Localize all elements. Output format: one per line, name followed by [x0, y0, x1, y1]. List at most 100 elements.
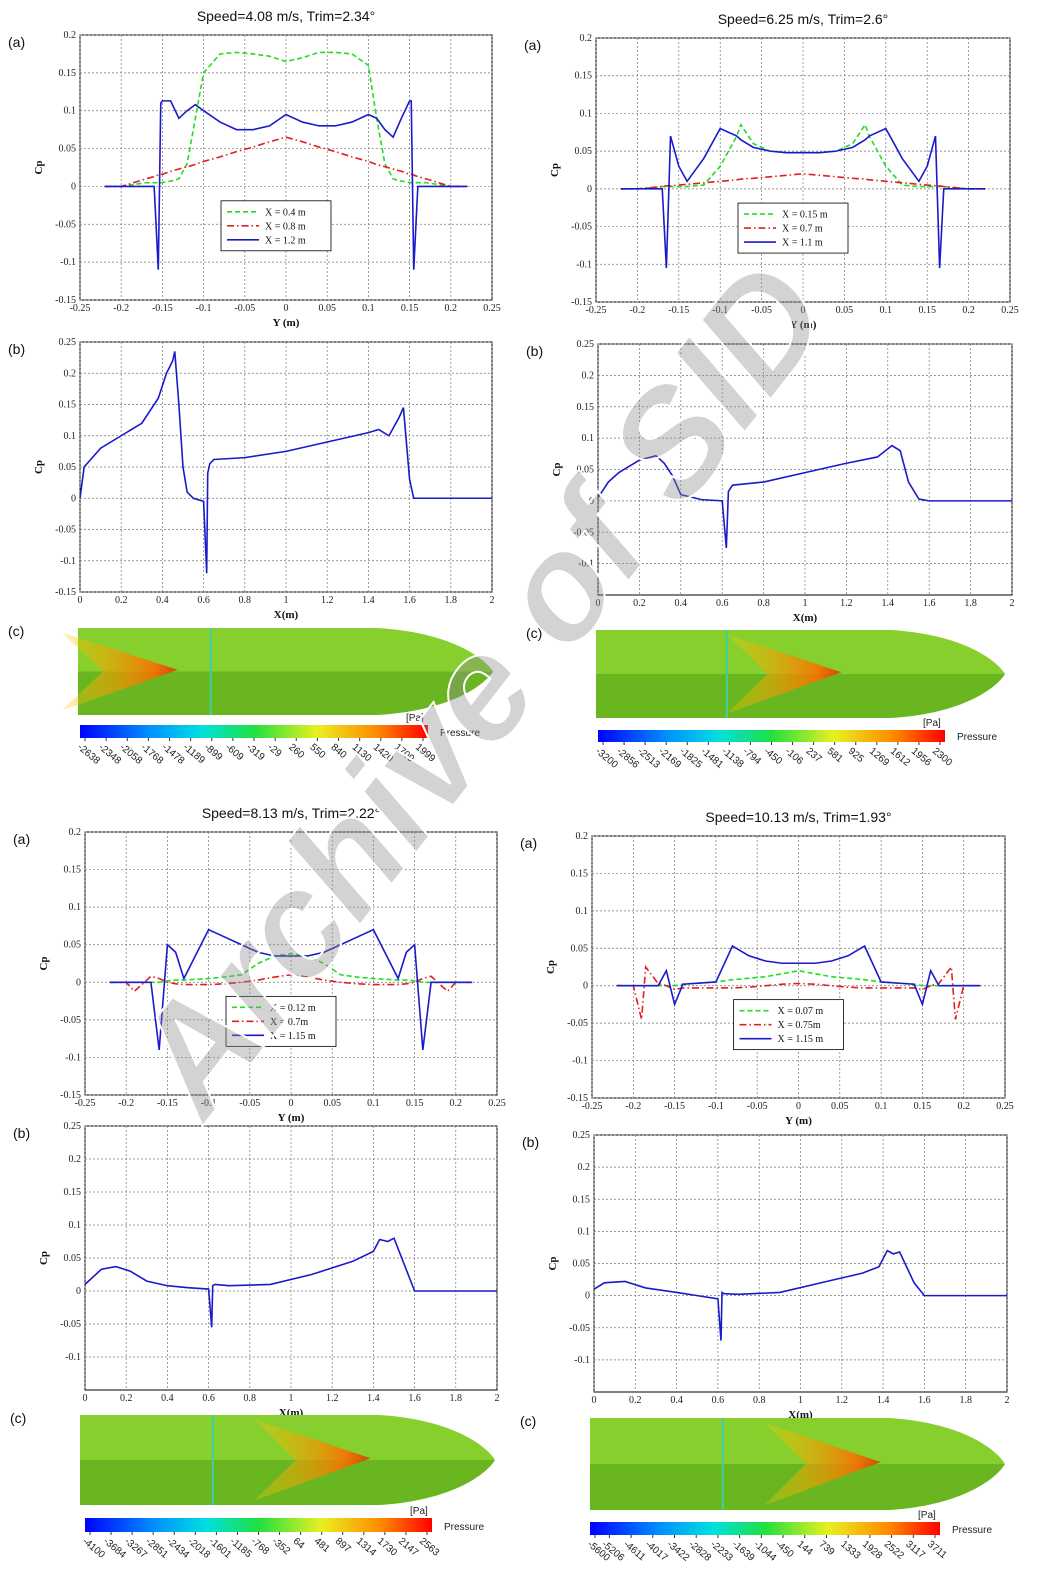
y-tick-label: -0.1: [65, 1352, 81, 1363]
y-tick-label: -0.1: [576, 259, 592, 270]
x-tick-label: 0.25: [1001, 305, 1019, 316]
panel-label: (b): [526, 343, 543, 359]
y-tick-label: 0.2: [64, 368, 77, 379]
x-tick-label: 1: [798, 1395, 803, 1406]
y-tick-label: 0.2: [69, 827, 82, 838]
y-tick-label: 0.15: [59, 68, 77, 79]
colorbar-tick-label: -352: [270, 1536, 293, 1558]
x-tick-label: -0.15: [152, 303, 173, 314]
x-tick-label: 0.6: [197, 595, 210, 606]
x-tick-label: 0.2: [629, 1395, 642, 1406]
colorbar-unit: [Pa]: [410, 1506, 428, 1517]
colorbar-tick-label: -29: [265, 742, 283, 760]
x-axis-label: X(m): [793, 612, 818, 624]
x-tick-label: 0.15: [914, 1101, 932, 1112]
x-tick-label: -0.2: [113, 303, 129, 314]
colorbar-tick-label: -2169: [656, 746, 683, 771]
y-tick-label: 0: [587, 184, 592, 195]
y-tick-label: 0.05: [571, 943, 589, 954]
y-tick-label: -0.05: [571, 222, 592, 233]
legend-label: X = 0.75m: [778, 1020, 821, 1031]
y-tick-label: 0.15: [571, 868, 589, 879]
colorbar-tick-label: -2638: [75, 742, 102, 767]
y-tick-label: 0.1: [580, 108, 593, 119]
colorbar-tick-label: 739: [817, 1539, 837, 1558]
legend-label: X = 0.07 m: [778, 1006, 824, 1017]
y-tick-label: 0.05: [64, 940, 82, 951]
colorbar-tick-label: 1730: [375, 1536, 399, 1559]
colorbar-tick-label: -1825: [677, 746, 704, 771]
y-tick-label: -0.15: [55, 587, 76, 598]
y-axis-label: Cp: [547, 1256, 559, 1270]
y-tick-label: -0.15: [567, 1093, 588, 1104]
colorbar-tick-label: -2233: [708, 1539, 735, 1564]
x-tick-label: 1: [289, 1393, 294, 1404]
colorbar-tick-label: 481: [312, 1536, 332, 1555]
colorbar: [85, 1518, 432, 1532]
colorbar-tick-label: 1314: [354, 1536, 378, 1559]
colorbar-tick-label: -1189: [181, 742, 207, 767]
y-tick-label: 0: [76, 977, 81, 988]
chart-title: Speed=6.25 m/s, Trim=2.6°: [718, 11, 889, 27]
panel-label: (c): [10, 1410, 26, 1426]
y-tick-label: -0.05: [567, 1018, 588, 1029]
x-tick-label: 0.1: [367, 1098, 380, 1109]
colorbar-tick-label: -3200: [593, 746, 620, 771]
x-tick-label: 2: [1005, 1395, 1010, 1406]
x-tick-label: -0.1: [196, 303, 212, 314]
x-tick-label: 0.8: [239, 595, 252, 606]
x-tick-label: 0.4: [675, 598, 688, 609]
x-tick-label: 0: [284, 303, 289, 314]
x-tick-label: 1: [803, 598, 808, 609]
x-tick-label: 0.15: [406, 1098, 424, 1109]
colorbar-tick-label: 2147: [396, 1536, 420, 1559]
colorbar-tick-label: 925: [846, 746, 866, 765]
colorbar: [598, 730, 945, 742]
y-tick-label: 0.25: [59, 337, 77, 348]
colorbar-tick-label: -3422: [665, 1539, 692, 1564]
x-tick-label: 1.6: [918, 1395, 931, 1406]
y-axis-label: Cp: [38, 1251, 50, 1265]
colorbar-tick-label: 1333: [838, 1539, 862, 1562]
x-tick-label: 0.05: [323, 1098, 341, 1109]
colorbar-tick-label: -2058: [117, 742, 144, 767]
colorbar-tick-label: -1481: [698, 746, 725, 771]
colorbar-tick-label: 64: [291, 1536, 307, 1552]
colorbar-tick-label: -899: [202, 742, 225, 764]
x-tick-label: 1.4: [877, 1395, 890, 1406]
colorbar-tick-label: -3684: [101, 1536, 128, 1561]
x-tick-label: 0.4: [156, 595, 169, 606]
y-tick-label: 0.1: [576, 906, 589, 917]
y-tick-label: -0.15: [571, 297, 592, 308]
x-tick-label: 1.2: [840, 598, 853, 609]
y-tick-label: -0.1: [60, 257, 76, 268]
x-tick-label: 0.25: [488, 1098, 506, 1109]
colorbar-tick-label: 2300: [930, 746, 954, 769]
panel-label: (c): [8, 623, 24, 639]
colorbar-tick-label: -1601: [206, 1536, 233, 1561]
colorbar-tick-label: -2851: [143, 1536, 170, 1561]
x-axis-label: Y (m): [273, 317, 300, 329]
x-tick-label: 0: [78, 595, 83, 606]
colorbar-tick-label: -1185: [228, 1536, 254, 1561]
colorbar: [590, 1522, 940, 1535]
x-axis-label: X(m): [274, 609, 299, 621]
colorbar-tick-label: -2348: [96, 742, 123, 767]
panel-label: (c): [520, 1413, 536, 1429]
y-tick-label: -0.15: [60, 1090, 81, 1101]
x-tick-label: 0.2: [957, 1101, 970, 1112]
x-tick-label: 0.2: [962, 305, 975, 316]
y-tick-label: 0.05: [64, 1253, 82, 1264]
x-tick-label: 1.8: [959, 1395, 972, 1406]
y-tick-label: 0.1: [578, 1226, 591, 1237]
legend-label: X = 1.2 m: [265, 235, 306, 246]
x-tick-label: 0.6: [202, 1393, 215, 1404]
x-tick-label: 1.4: [362, 595, 375, 606]
figure: -0.25-0.2-0.15-0.1-0.0500.050.10.150.20.…: [0, 0, 1041, 1596]
panel-label: (b): [522, 1134, 539, 1150]
x-axis-label: Y (m): [785, 1115, 812, 1127]
y-tick-label: -0.05: [60, 1015, 81, 1026]
legend-label: X = 0.4 m: [265, 207, 306, 218]
y-tick-label: 0.2: [578, 1162, 591, 1173]
x-tick-label: 0.25: [996, 1101, 1014, 1112]
